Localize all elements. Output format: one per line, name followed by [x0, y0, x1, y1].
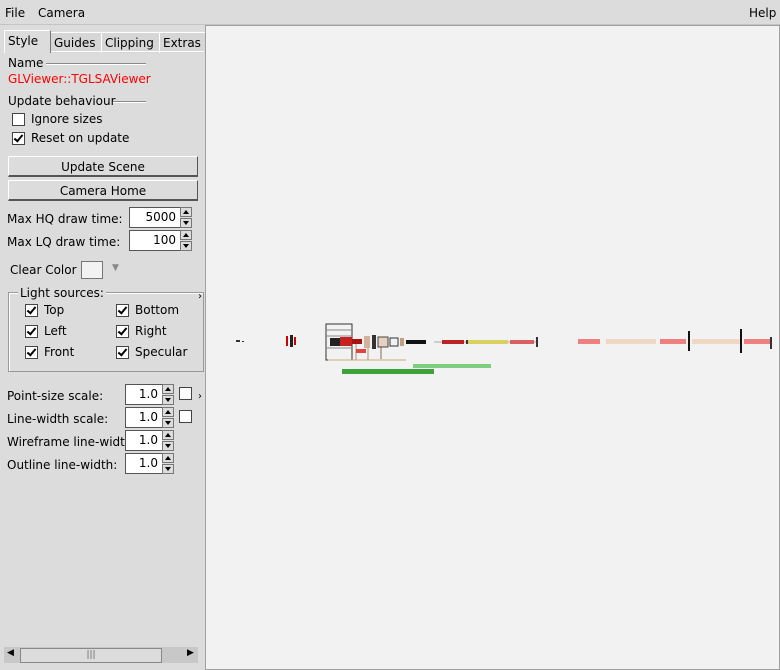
spin-down-icon[interactable]	[162, 464, 174, 474]
light-specular-checkbox[interactable]	[116, 346, 129, 359]
light-left-label: Left	[44, 324, 67, 338]
menu-camera[interactable]: Camera	[38, 6, 86, 20]
point-size-checkbox[interactable]	[179, 387, 192, 400]
outline-label: Outline line-width:	[7, 458, 118, 472]
tab-clipping[interactable]: Clipping	[101, 32, 161, 53]
rod-segment-1	[434, 337, 538, 347]
tab-clipping-label: Clipping	[105, 36, 154, 50]
arrow-left-icon[interactable]: ◀	[7, 648, 14, 658]
spin-down-icon[interactable]	[180, 218, 192, 228]
horizontal-scrollbar[interactable]: ◀ ||| ▶	[4, 647, 198, 663]
viewer-name: GLViewer::TGLSAViewer	[8, 72, 151, 86]
max-lq-spinbox[interactable]: 100	[129, 230, 192, 251]
spin-up-icon[interactable]	[162, 407, 174, 417]
point-size-spinbox[interactable]: 1.0	[125, 384, 174, 405]
spin-up-icon[interactable]	[162, 430, 174, 440]
ignore-sizes-label: Ignore sizes	[31, 112, 103, 126]
scrollbar-thumb[interactable]: |||	[20, 648, 162, 663]
max-lq-value[interactable]: 100	[129, 230, 180, 251]
max-lq-label: Max LQ draw time:	[7, 235, 121, 249]
tab-guides[interactable]: Guides	[50, 32, 102, 53]
line-width-value[interactable]: 1.0	[125, 407, 162, 428]
max-hq-spinbox[interactable]: 5000	[129, 207, 192, 228]
spin-up-icon[interactable]	[162, 453, 174, 463]
menubar: File Camera Help	[0, 0, 780, 25]
wireframe-value[interactable]: 1.0	[125, 430, 162, 451]
point-size-label: Point-size scale:	[7, 389, 104, 403]
spin-up-icon[interactable]	[180, 230, 192, 240]
chevron-right-icon[interactable]: ›	[198, 291, 202, 302]
detector-core	[325, 323, 426, 361]
spin-down-icon[interactable]	[180, 241, 192, 251]
detector-geometry-render	[236, 323, 772, 374]
update-scene-button[interactable]: Update Scene	[8, 156, 198, 177]
arrow-right-icon[interactable]: ▶	[187, 648, 194, 658]
menu-help[interactable]: Help	[749, 6, 777, 20]
light-sources-title: Light sources:	[18, 286, 106, 300]
outline-value[interactable]: 1.0	[125, 453, 162, 474]
light-bottom-checkbox[interactable]	[116, 304, 129, 317]
green-strip-upper	[413, 364, 491, 368]
clear-color-swatch[interactable]	[81, 261, 103, 279]
light-top-checkbox[interactable]	[25, 304, 38, 317]
line-width-checkbox[interactable]	[179, 410, 192, 423]
wireframe-label: Wireframe line-width:	[7, 435, 137, 449]
line-width-label: Line-width scale:	[7, 412, 109, 426]
light-right-label: Right	[135, 324, 167, 338]
light-front-checkbox[interactable]	[25, 346, 38, 359]
spin-up-icon[interactable]	[180, 207, 192, 217]
gl-viewport[interactable]	[205, 25, 780, 670]
spin-up-icon[interactable]	[162, 384, 174, 394]
spin-down-icon[interactable]	[162, 395, 174, 405]
tab-style-label: Style	[8, 34, 39, 48]
light-front-label: Front	[44, 345, 75, 359]
wireframe-spinbox[interactable]: 1.0	[125, 430, 174, 451]
clear-color-label: Clear Color	[10, 263, 77, 277]
menu-file[interactable]: File	[5, 6, 26, 20]
max-hq-value[interactable]: 5000	[129, 207, 180, 228]
tab-style[interactable]: Style	[4, 30, 51, 53]
max-hq-label: Max HQ draw time:	[7, 212, 123, 226]
editor-panel: Style Guides Clipping Extras Name GLView…	[0, 25, 209, 670]
outline-spinbox[interactable]: 1.0	[125, 453, 174, 474]
reset-on-update-checkbox[interactable]	[12, 132, 25, 145]
tab-extras[interactable]: Extras	[159, 32, 209, 53]
spin-down-icon[interactable]	[162, 418, 174, 428]
chevron-right-icon[interactable]: ›	[198, 391, 202, 402]
chevron-down-icon[interactable]: ▼	[112, 263, 119, 273]
name-separator	[46, 63, 146, 65]
light-left-checkbox[interactable]	[25, 325, 38, 338]
light-specular-label: Specular	[135, 345, 188, 359]
tab-extras-label: Extras	[163, 36, 201, 50]
tab-guides-label: Guides	[54, 36, 96, 50]
light-bottom-label: Bottom	[135, 303, 180, 317]
camera-home-button[interactable]: Camera Home	[8, 180, 198, 201]
point-size-value[interactable]: 1.0	[125, 384, 162, 405]
spin-down-icon[interactable]	[162, 441, 174, 451]
ignore-sizes-checkbox[interactable]	[12, 113, 25, 126]
tab-frame	[4, 51, 204, 52]
line-width-spinbox[interactable]: 1.0	[125, 407, 174, 428]
update-behaviour-heading: Update behaviour	[8, 94, 116, 108]
reset-on-update-label: Reset on update	[31, 131, 130, 145]
name-heading: Name	[8, 56, 44, 70]
rod-segment-2	[578, 329, 772, 353]
light-sources-group	[8, 292, 204, 372]
light-right-checkbox[interactable]	[116, 325, 129, 338]
green-strip-lower	[342, 369, 434, 374]
light-top-label: Top	[44, 303, 65, 317]
update-separator	[113, 101, 146, 103]
